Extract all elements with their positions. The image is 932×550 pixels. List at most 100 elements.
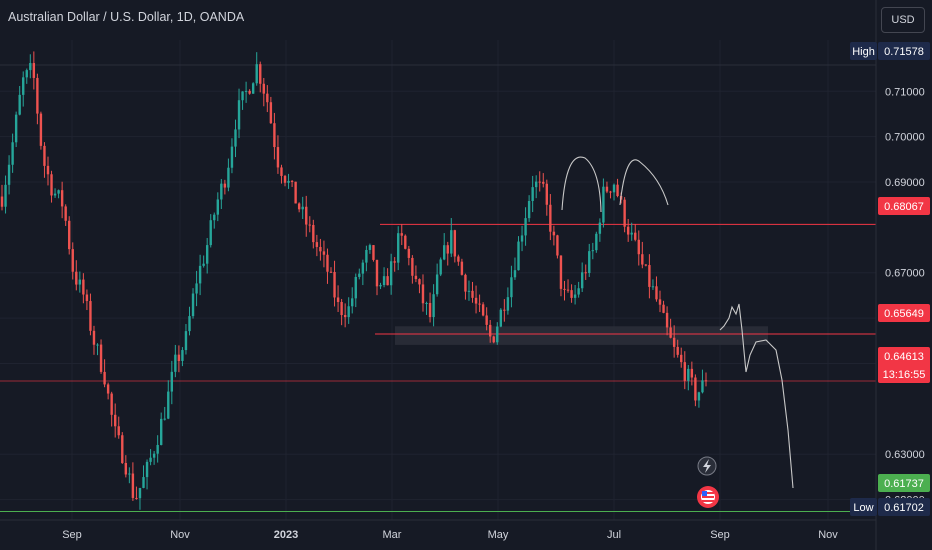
candle-body [534,181,538,188]
candle-body [329,271,333,273]
candle-body [375,259,379,287]
candle-body [481,304,485,316]
candle-body [333,271,336,298]
candle-body [361,262,365,274]
candle-body [591,250,594,252]
candle-body [322,251,326,255]
candle-body [644,264,648,266]
candle-body [181,350,184,361]
candle-body [255,64,258,84]
candle-body [478,303,481,305]
candle-body [612,184,616,193]
candle-body [46,165,50,175]
price-tick-label: 0.63000 [885,449,925,461]
candle-body [241,91,244,101]
candle-body [170,371,174,392]
candle-body [85,294,89,302]
candle-body [489,324,492,337]
candle-body [142,477,145,488]
time-tick-label: Sep [62,529,82,541]
candle-body [167,391,170,419]
time-tick-label: Jul [607,529,621,541]
candle-body [648,265,651,287]
candle-body [425,302,428,304]
candle-body [68,220,71,250]
symbol-title: Australian Dollar / U.S. Dollar, 1D, OAN… [8,10,245,24]
candle-body [92,330,96,345]
candle-body [577,288,580,295]
candle-body [411,257,414,276]
candle-body [545,183,549,205]
candle-body [315,242,319,247]
candle-body [124,463,128,475]
candle-body [697,392,701,401]
candle-body [414,275,418,280]
candle-body [404,235,407,249]
price-label-r1-text: 0.68067 [884,201,924,213]
candle-body [471,290,474,298]
candle-body [389,261,393,286]
candle-body [4,184,7,207]
price-tag-low [850,498,877,516]
candle-body [205,245,209,264]
drawn-projection-path [719,303,794,489]
candle-body [549,204,552,232]
flash-event-icon[interactable] [697,456,717,476]
time-tick-label: May [488,529,509,541]
candle-body [616,184,619,197]
candle-body [634,232,637,240]
drawn-arc-left-shoulder [561,156,602,213]
candle-body [704,380,708,382]
candle-body [457,256,460,262]
candle-body [584,272,587,274]
candle-body [213,214,216,221]
candle-body [248,90,251,94]
candle-body [128,473,131,475]
candle-body [435,274,439,295]
candle-body [25,70,28,78]
candle-body [527,200,531,219]
candle-body [524,218,527,236]
currency-button[interactable]: USD [881,7,925,33]
candle-body [570,290,573,298]
candle-body [305,206,308,225]
time-tick-label: Nov [170,529,190,541]
candle-body [138,487,142,499]
candle-body [145,461,149,478]
candle-body [450,230,453,254]
candle-body [386,276,389,286]
candle-body [418,279,421,285]
candle-body [276,147,280,168]
candle-body [358,273,361,277]
us-flag-event-icon[interactable] [697,486,719,508]
candle-body [658,299,662,305]
candle-body [400,233,403,236]
candle-body [78,279,82,285]
candle-body [485,315,488,325]
candle-body [672,337,676,347]
candle-body [347,306,350,318]
candle-body [36,77,39,114]
price-tag-high [850,42,877,60]
candle-body [662,304,665,313]
time-tick-label: Sep [710,529,730,541]
time-tick-label: Nov [818,529,838,541]
candle-body [595,233,598,251]
candle-body [343,315,347,318]
time-tick-label: 2023 [274,529,298,541]
candle-body [14,114,18,143]
candle-body [131,473,135,498]
candle-body [687,368,690,381]
candle-body [262,83,265,94]
candle-body [220,183,223,200]
price-label-low [878,498,930,516]
candle-body [513,270,517,278]
candle-body [397,233,400,263]
candle-body [156,444,159,454]
candle-body [57,190,60,194]
candle-body [556,235,559,256]
candle-body [588,251,591,273]
candle-body [294,181,297,204]
